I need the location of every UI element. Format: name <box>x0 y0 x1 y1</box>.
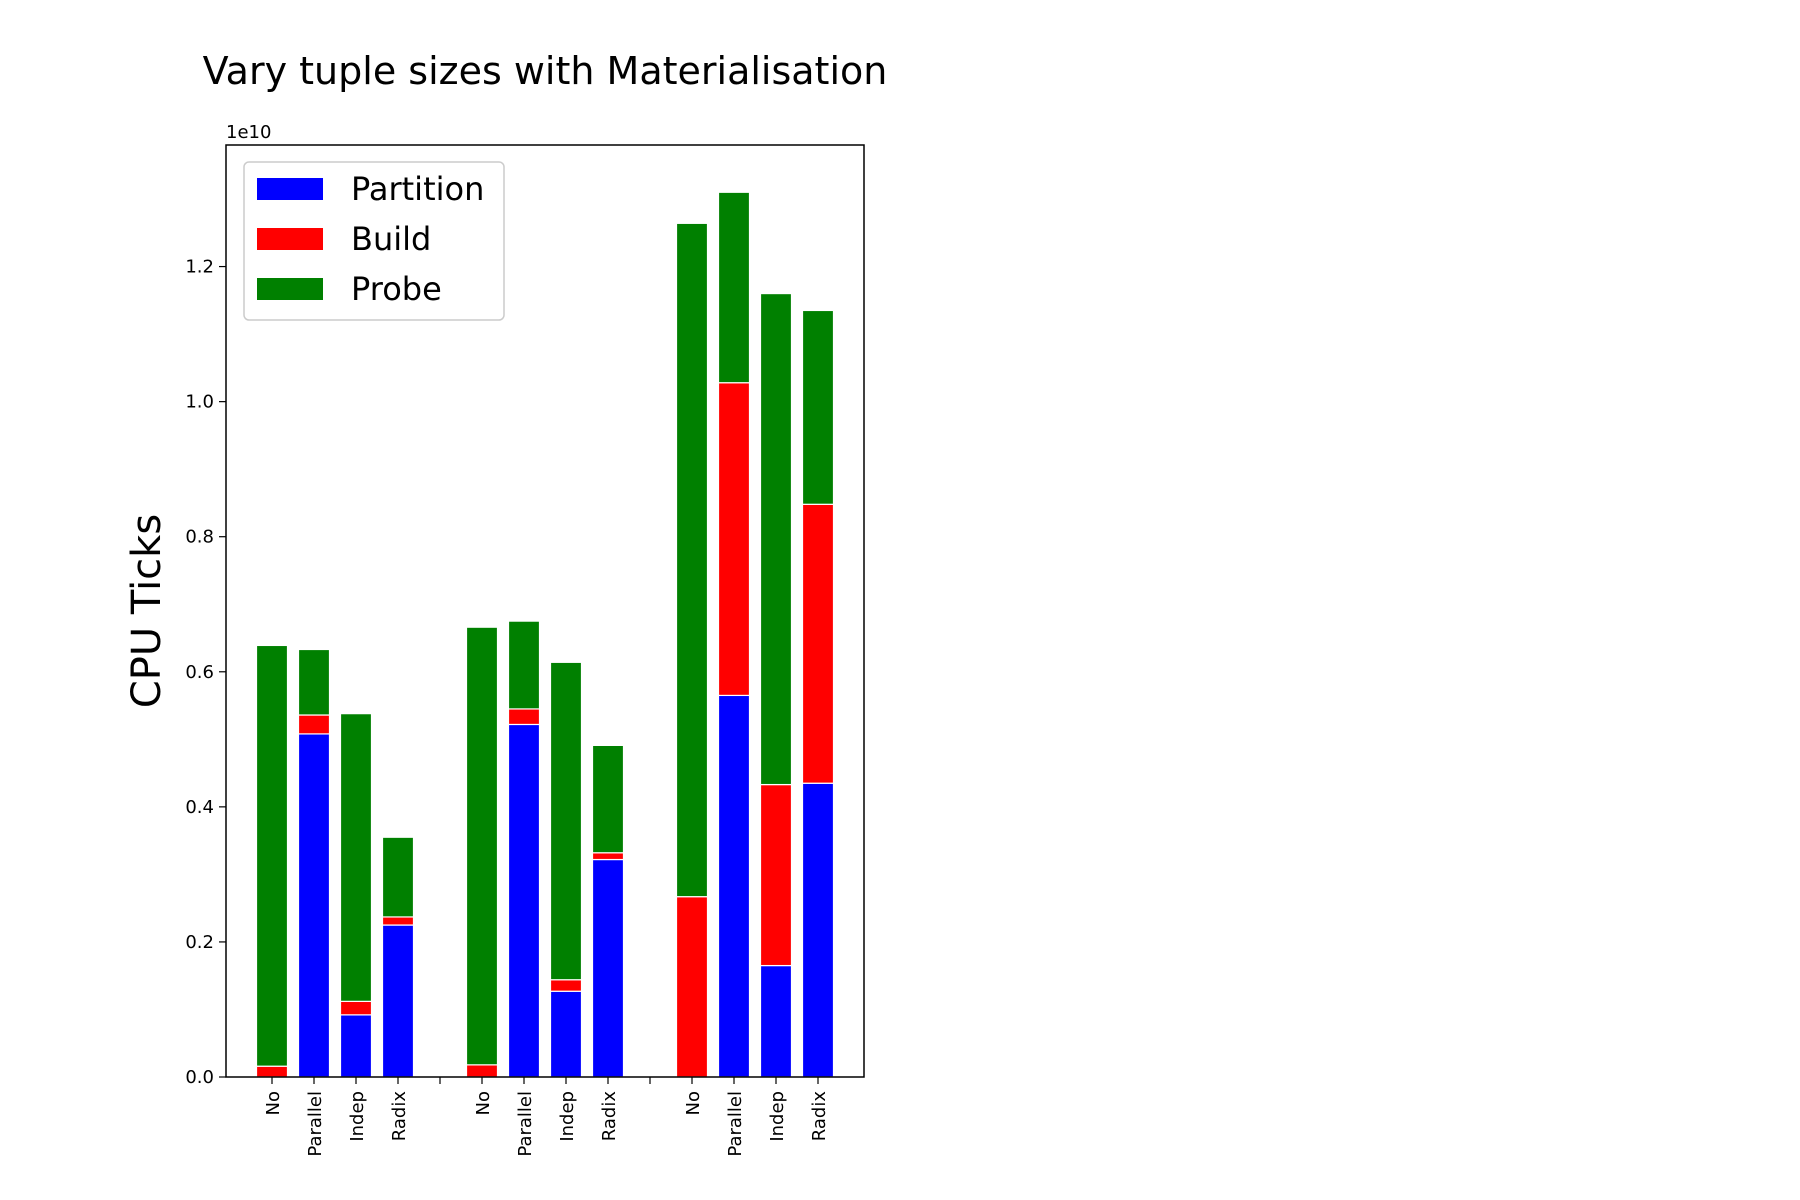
x-tick-label: No <box>263 1091 284 1115</box>
bar-probe-9 <box>717 191 751 384</box>
bar-build-2 <box>339 1000 373 1016</box>
y-axis-label: CPU Ticks <box>124 514 170 708</box>
bar-build-8 <box>675 896 709 1078</box>
x-tick-label: Radix <box>809 1091 830 1142</box>
y-tick-label: 0.4 <box>185 797 214 818</box>
bar-partition-10 <box>759 964 793 1078</box>
bars-layer <box>255 191 835 1078</box>
bar-build-7 <box>591 852 625 861</box>
y-axis-offset-label: 1e10 <box>226 122 271 143</box>
y-tick-label: 0.6 <box>185 662 214 683</box>
y-tick-label: 0.2 <box>185 932 214 953</box>
legend-swatch-build <box>257 228 323 250</box>
bar-probe-8 <box>675 222 709 898</box>
y-tick-label: 1.2 <box>185 257 214 278</box>
bar-partition-6 <box>549 990 583 1078</box>
x-tick-label: Radix <box>599 1091 620 1142</box>
bar-build-9 <box>717 382 751 697</box>
bar-partition-9 <box>717 694 751 1078</box>
x-axis: No Parallel Indep Radix No Parallel Indep Radix… <box>263 1077 830 1157</box>
y-tick-label: 1.0 <box>185 392 214 413</box>
y-axis: 0.0 0.2 0.4 0.6 0.8 1.0 1.2 <box>185 257 226 1088</box>
bar-build-1 <box>297 714 331 735</box>
bar-probe-7 <box>591 744 625 854</box>
x-tick-label: Parallel <box>515 1091 536 1157</box>
y-tick-label: 0.8 <box>185 527 214 548</box>
bar-partition-5 <box>507 723 541 1078</box>
chart-title: Vary tuple sizes with Materialisation <box>203 49 888 93</box>
bar-probe-3 <box>381 836 415 918</box>
bar-probe-11 <box>801 309 835 505</box>
bar-build-11 <box>801 503 835 784</box>
bar-build-3 <box>381 916 415 926</box>
legend-label-probe: Probe <box>351 270 442 308</box>
y-tick-label: 0.0 <box>185 1067 214 1088</box>
bar-probe-0 <box>255 644 289 1067</box>
bar-partition-2 <box>339 1014 373 1078</box>
plot-frame <box>225 144 865 1078</box>
bar-build-4 <box>465 1064 499 1078</box>
bar-partition-3 <box>381 924 415 1078</box>
bar-probe-5 <box>507 620 541 710</box>
bar-probe-2 <box>339 713 373 1002</box>
legend-swatch-partition <box>257 178 323 200</box>
legend-swatch-probe <box>257 278 323 300</box>
bar-build-6 <box>549 979 583 992</box>
legend: Partition Build Probe <box>243 161 505 321</box>
bar-probe-4 <box>465 626 499 1066</box>
bar-build-0 <box>255 1065 289 1078</box>
x-tick-label: No <box>683 1091 704 1115</box>
legend-label-partition: Partition <box>351 170 484 208</box>
legend-label-build: Build <box>351 220 431 258</box>
bar-probe-6 <box>549 661 583 981</box>
x-tick-label: Radix <box>389 1091 410 1142</box>
bar-build-5 <box>507 708 541 726</box>
bar-build-10 <box>759 783 793 967</box>
bar-probe-1 <box>297 648 331 716</box>
x-tick-label: Indep <box>767 1091 788 1142</box>
x-tick-label: Indep <box>557 1091 578 1142</box>
x-tick-label: Parallel <box>725 1091 746 1157</box>
bar-partition-11 <box>801 782 835 1078</box>
bar-probe-10 <box>759 292 793 786</box>
x-tick-label: Indep <box>347 1091 368 1142</box>
x-tick-label: Parallel <box>305 1091 326 1157</box>
x-tick-label: No <box>473 1091 494 1115</box>
bar-partition-1 <box>297 733 331 1078</box>
bar-partition-7 <box>591 858 625 1078</box>
